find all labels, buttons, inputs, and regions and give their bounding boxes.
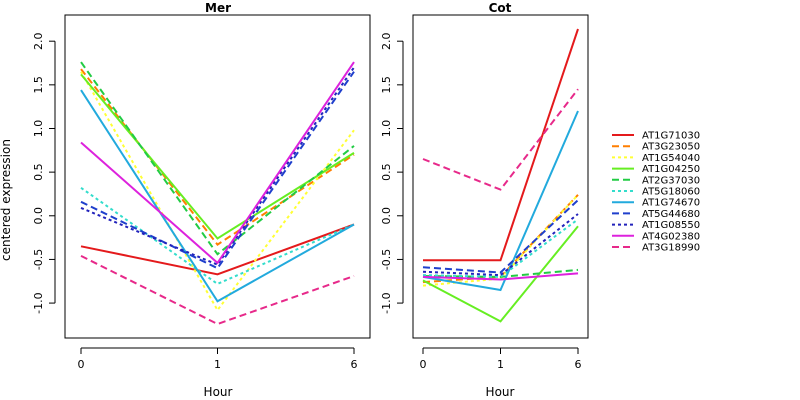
panel-mer: Mer -1.0 -0.5 0.0 0.5 1.0 1.5 2.0 0 1 6 Hour [32, 1, 371, 399]
series-line-mer-at3g18990 [80, 255, 355, 326]
series-line-mer-at1g54040 [80, 71, 355, 312]
x-axis-title-mer: Hour [204, 385, 233, 399]
legend-label: AT3G18990 [642, 243, 700, 254]
y-tick-label-mer: -1.0 [32, 292, 45, 313]
tick-layer-mer: -1.0 -0.5 0.0 0.5 1.0 1.5 2.0 0 1 6 [32, 32, 358, 371]
legend-label: AT2G37030 [642, 175, 700, 186]
panel-title-cot: Cot [489, 1, 512, 15]
series-line-mer-at5g18060 [80, 186, 355, 286]
series-line-mer-at1g08550 [80, 66, 355, 266]
x-tick-label-mer: 1 [214, 358, 221, 371]
series-line-mer-at2g37030 [80, 61, 355, 256]
y-tick-label-cot: 0.5 [380, 163, 393, 181]
series-line-mer-at1g74670 [80, 89, 355, 303]
series-line-cot-at4g02380 [422, 272, 579, 281]
series-line-cot-at5g44680 [422, 199, 579, 274]
legend-label: AT5G18060 [642, 187, 700, 198]
series-line-cot-at1g74670 [422, 110, 579, 292]
y-tick-label-cot: 2.0 [380, 32, 393, 50]
y-tick-label-mer: 1.5 [32, 76, 45, 94]
tick-layer-cot: -1.0 -0.5 0.0 0.5 1.0 1.5 2.0 0 1 6 [380, 32, 582, 371]
series-line-mer-at1g71030 [80, 223, 355, 276]
x-tick-label-cot: 0 [420, 358, 427, 371]
series-line-cot-at3g18990 [422, 88, 579, 191]
legend-label: AT1G04250 [642, 164, 700, 175]
y-tick-label-mer: 0.5 [32, 163, 45, 181]
y-tick-label-cot: 0.0 [380, 207, 393, 225]
series-line-cot-at1g54040 [422, 194, 579, 287]
x-tick-label-cot: 6 [575, 358, 582, 371]
legend-label: AT1G74670 [642, 198, 700, 209]
legend-label: AT3G23050 [642, 142, 700, 153]
series-line-mer-at4g02380 [80, 61, 355, 265]
series-line-cot-at1g08550 [422, 213, 579, 277]
x-tick-label-mer: 6 [351, 358, 358, 371]
legend-label: AT1G54040 [642, 153, 700, 164]
legend-label: AT1G71030 [642, 131, 700, 142]
series-line-cot-at1g04250 [422, 225, 579, 323]
legend-label: AT4G02380 [642, 231, 700, 242]
plot-frame-mer [64, 14, 371, 339]
x-tick-label-cot: 1 [497, 358, 504, 371]
series-line-cot-at1g71030 [423, 28, 579, 262]
y-tick-label-cot: 1.5 [380, 76, 393, 94]
y-tick-label-mer: 1.0 [32, 120, 45, 138]
y-axis-title: centered expression [0, 139, 13, 261]
y-tick-label-mer: -0.5 [32, 249, 45, 270]
y-tick-label-cot: -1.0 [380, 292, 393, 313]
series-line-mer-at5g44680 [80, 71, 355, 270]
y-tick-label-cot: -0.5 [380, 249, 393, 270]
y-tick-label-mer: 0.0 [32, 207, 45, 225]
panel-cot: Cot -1.0 -0.5 0.0 0.5 1.0 1.5 2.0 0 1 6 Hour [380, 1, 589, 399]
series-layer-mer [80, 61, 355, 326]
series-layer-cot [422, 28, 579, 323]
x-axis-title-cot: Hour [486, 385, 515, 399]
series-line-mer-at1g04250 [80, 73, 355, 240]
y-tick-label-cot: 1.0 [380, 120, 393, 138]
x-tick-label-mer: 0 [78, 358, 85, 371]
legend-label: AT1G08550 [642, 220, 700, 231]
series-line-mer-at3g23050 [80, 68, 355, 246]
legend-label: AT5G44680 [642, 209, 700, 220]
panel-title-mer: Mer [205, 1, 231, 15]
legend: AT1G71030AT3G23050AT1G54040AT1G04250AT2G… [612, 131, 700, 254]
series-line-cot-at5g18060 [422, 218, 579, 278]
y-tick-label-mer: 2.0 [32, 32, 45, 50]
plot-frame-cot [412, 14, 589, 339]
